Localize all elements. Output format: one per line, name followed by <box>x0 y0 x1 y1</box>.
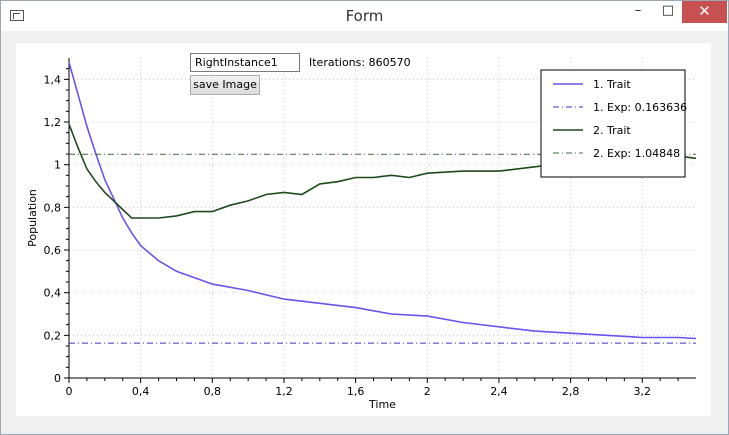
series-line-1 <box>68 62 697 340</box>
minimize-button[interactable]: – <box>634 3 642 18</box>
x-axis-title: Time <box>368 398 396 411</box>
close-button[interactable]: ✕ <box>682 1 727 23</box>
window-title: Form <box>345 7 384 25</box>
y-tick-label: 0,8 <box>44 201 62 214</box>
instance-name-field[interactable]: RightInstance1 <box>190 53 300 72</box>
y-tick-label: 1,2 <box>44 116 62 129</box>
y-axis-title: Population <box>26 189 39 247</box>
x-tick-label: 2,8 <box>562 385 580 398</box>
legend-label: 1. Trait <box>593 78 631 91</box>
y-tick-label: 1,4 <box>44 73 62 86</box>
x-tick-label: 0,8 <box>204 385 222 398</box>
y-tick-label: 0,6 <box>44 244 62 257</box>
y-tick-label: 0,4 <box>44 287 62 300</box>
legend-label: 2. Exp: 1.04848 <box>593 147 680 160</box>
legend-box <box>540 69 686 178</box>
save-image-button[interactable]: save Image <box>190 75 260 95</box>
y-tick-label: 0 <box>54 372 61 385</box>
x-tick-label: 2,4 <box>490 385 508 398</box>
maximize-button[interactable]: □ <box>661 3 675 18</box>
legend-label: 1. Exp: 0.163636 <box>593 101 687 114</box>
x-tick-label: 1,2 <box>275 385 293 398</box>
y-tick-label: 1 <box>54 159 61 172</box>
iterations-label: Iterations: 860570 <box>309 56 411 69</box>
x-tick-label: 0 <box>66 385 73 398</box>
plot-panel: 0 0,4 0,8 1,2 1,6 2 2,4 2,8 3,2 0 0,2 0,4 0,6 0,8 1 1,2… <box>16 43 711 416</box>
x-tick-label: 3,2 <box>634 385 652 398</box>
x-tick-label: 2 <box>424 385 431 398</box>
y-tick-label: 0,2 <box>44 329 62 342</box>
x-tick-label: 0,4 <box>132 385 150 398</box>
client-area: 0 0,4 0,8 1,2 1,6 2 2,4 2,8 3,2 0 0,2 0,4 0,6 0,8 1 1,2… <box>8 31 719 427</box>
population-chart: 0 0,4 0,8 1,2 1,6 2 2,4 2,8 3,2 0 0,2 0,4 0,6 0,8 1 1,2… <box>26 58 697 411</box>
app-window-icon <box>10 10 24 21</box>
legend-label: 2. Trait <box>593 124 631 137</box>
title-bar[interactable]: Form – □ ✕ <box>1 1 728 31</box>
series-line-3 <box>68 123 697 219</box>
x-tick-label: 1,6 <box>347 385 365 398</box>
